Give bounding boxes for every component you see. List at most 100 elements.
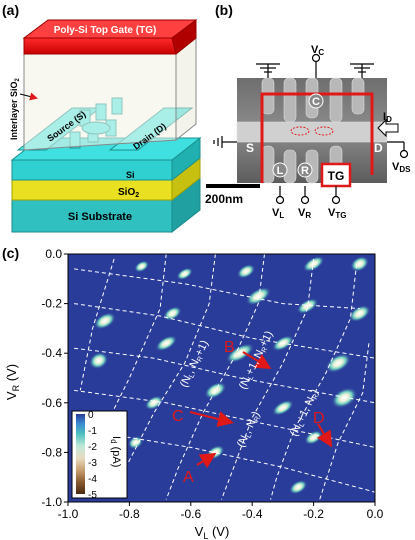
colorbar-label: Id (pA) (109, 436, 122, 467)
current-peak (204, 381, 227, 399)
boundary-line (98, 432, 376, 493)
colorbar-tick-label: -2 (88, 442, 97, 453)
current-peak (289, 479, 308, 495)
arrow-c (189, 411, 234, 427)
boundary-line (79, 258, 115, 391)
s-label: S (246, 141, 254, 155)
x-tick-label: -0.6 (180, 507, 201, 521)
vtg-label: VTG (328, 207, 346, 220)
current-peak (236, 264, 256, 279)
region-label-nl-nr1: (NL, NR+1) (178, 338, 212, 389)
x-axis-ticks: -1.0 -0.8 -0.6 -0.4 -0.2 0.0 (58, 502, 384, 521)
boundary-line (122, 253, 216, 473)
panel-c: (c) -1.0 -0.8 -0.6 -0.4 -0.2 0.0 0.0 -0.2 -0.4 -… (2, 245, 384, 540)
colorbar-gradient (76, 414, 85, 494)
substrate-label: Si Substrate (68, 211, 132, 223)
d-label: D (374, 141, 383, 155)
colorbar-tick-label: -4 (88, 474, 97, 485)
annotation-arrows (189, 351, 333, 469)
y-tick-label: -0.4 (41, 346, 62, 360)
x-axis-label: VL (V) (195, 524, 230, 540)
x-tick-label: -0.4 (242, 507, 263, 521)
current-peak (331, 387, 358, 409)
c-circle (308, 93, 324, 109)
current-peak (134, 260, 150, 273)
arrow-b (242, 351, 272, 370)
y-tick-label: -0.2 (41, 297, 62, 311)
colorbar-tick-label: -5 (88, 490, 97, 501)
y-tick-label: -1.0 (41, 495, 62, 509)
boundary-line (74, 268, 360, 310)
current-peaks (89, 255, 371, 495)
sio2-front (11, 179, 173, 201)
panel-a-label: (a) (2, 2, 19, 18)
y-tick-label: -0.6 (41, 396, 62, 410)
label-d: D (313, 410, 325, 427)
vc-label: VC (311, 44, 324, 57)
current-peak (245, 286, 271, 306)
label-b: B (224, 339, 235, 356)
current-peak (93, 312, 116, 330)
y-tick-label: 0.0 (45, 247, 62, 261)
colorbar-tick-label: -3 (88, 458, 97, 469)
tg-label: TG (328, 169, 345, 183)
boundary-line (319, 343, 370, 500)
x-tick-label: -0.2 (303, 507, 324, 521)
boundary-line (221, 258, 315, 500)
c-label: C (312, 96, 320, 108)
arrow-a (196, 452, 217, 469)
label-c: C (172, 408, 184, 425)
interlayer-pointer (19, 92, 38, 101)
dot-left-mark (290, 126, 310, 136)
panel-c-label: (c) (2, 245, 19, 261)
label-a: A (183, 469, 194, 486)
boundary-line (165, 253, 265, 500)
colorbar-tick-label: -1 (88, 426, 97, 437)
si-label: Si (126, 170, 135, 180)
vr-label: VR (298, 207, 311, 220)
id-label: ID (383, 111, 392, 124)
x-tick-label: -0.8 (119, 507, 140, 521)
x-tick-label: 0.0 (367, 507, 384, 521)
r-label: R (301, 165, 309, 177)
current-peak (350, 256, 369, 272)
panel-b-label: (b) (215, 2, 233, 18)
vds-label: VDS (392, 161, 411, 174)
charge-boundary-lines (74, 253, 376, 500)
id-arrow (377, 118, 399, 138)
l-circle (272, 162, 288, 178)
colorbar-ticks: 0 -1 -2 -3 -4 -5 (88, 410, 97, 501)
colorbar-tick-label: 0 (88, 410, 94, 421)
sio2-label: SiO2 (118, 187, 139, 199)
current-peak (272, 399, 294, 416)
dot-right-mark (314, 126, 334, 136)
current-peak (296, 298, 319, 315)
scale-bar (206, 184, 260, 188)
y-tick-label: -0.8 (41, 445, 62, 459)
current-peak (163, 306, 182, 321)
boundary-line (74, 389, 376, 448)
top-gate-front (23, 37, 177, 55)
y-axis-label: VR (V) (4, 364, 21, 400)
current-peak (176, 267, 193, 281)
boundary-line (74, 303, 376, 359)
y-axis-ticks: 0.0 -0.2 -0.4 -0.6 -0.8 -1.0 (41, 247, 68, 509)
current-peak (127, 435, 144, 450)
boundary-line (104, 253, 167, 428)
current-peak (302, 255, 325, 272)
boundary-line (270, 263, 358, 500)
wiring (213, 53, 409, 205)
interlayer-label: Interlayer SiO2 (9, 77, 21, 140)
interlayer-side (175, 36, 197, 142)
region-label-nl-nr: (NL, NR) (235, 410, 263, 450)
vl-label: VL (272, 207, 284, 220)
current-peak (144, 395, 164, 411)
current-peak (325, 353, 351, 373)
panel-a: (a) Poly-Si Top Gate (TG) Interlayer SiO… (2, 2, 202, 234)
current-peak (155, 335, 178, 352)
top-gate-label: Poly-Si Top Gate (TG) (54, 25, 157, 36)
panel-b: (b) C L R S D TG 200nm (205, 2, 411, 220)
l-label: L (277, 165, 284, 177)
arrow-d (316, 423, 333, 448)
